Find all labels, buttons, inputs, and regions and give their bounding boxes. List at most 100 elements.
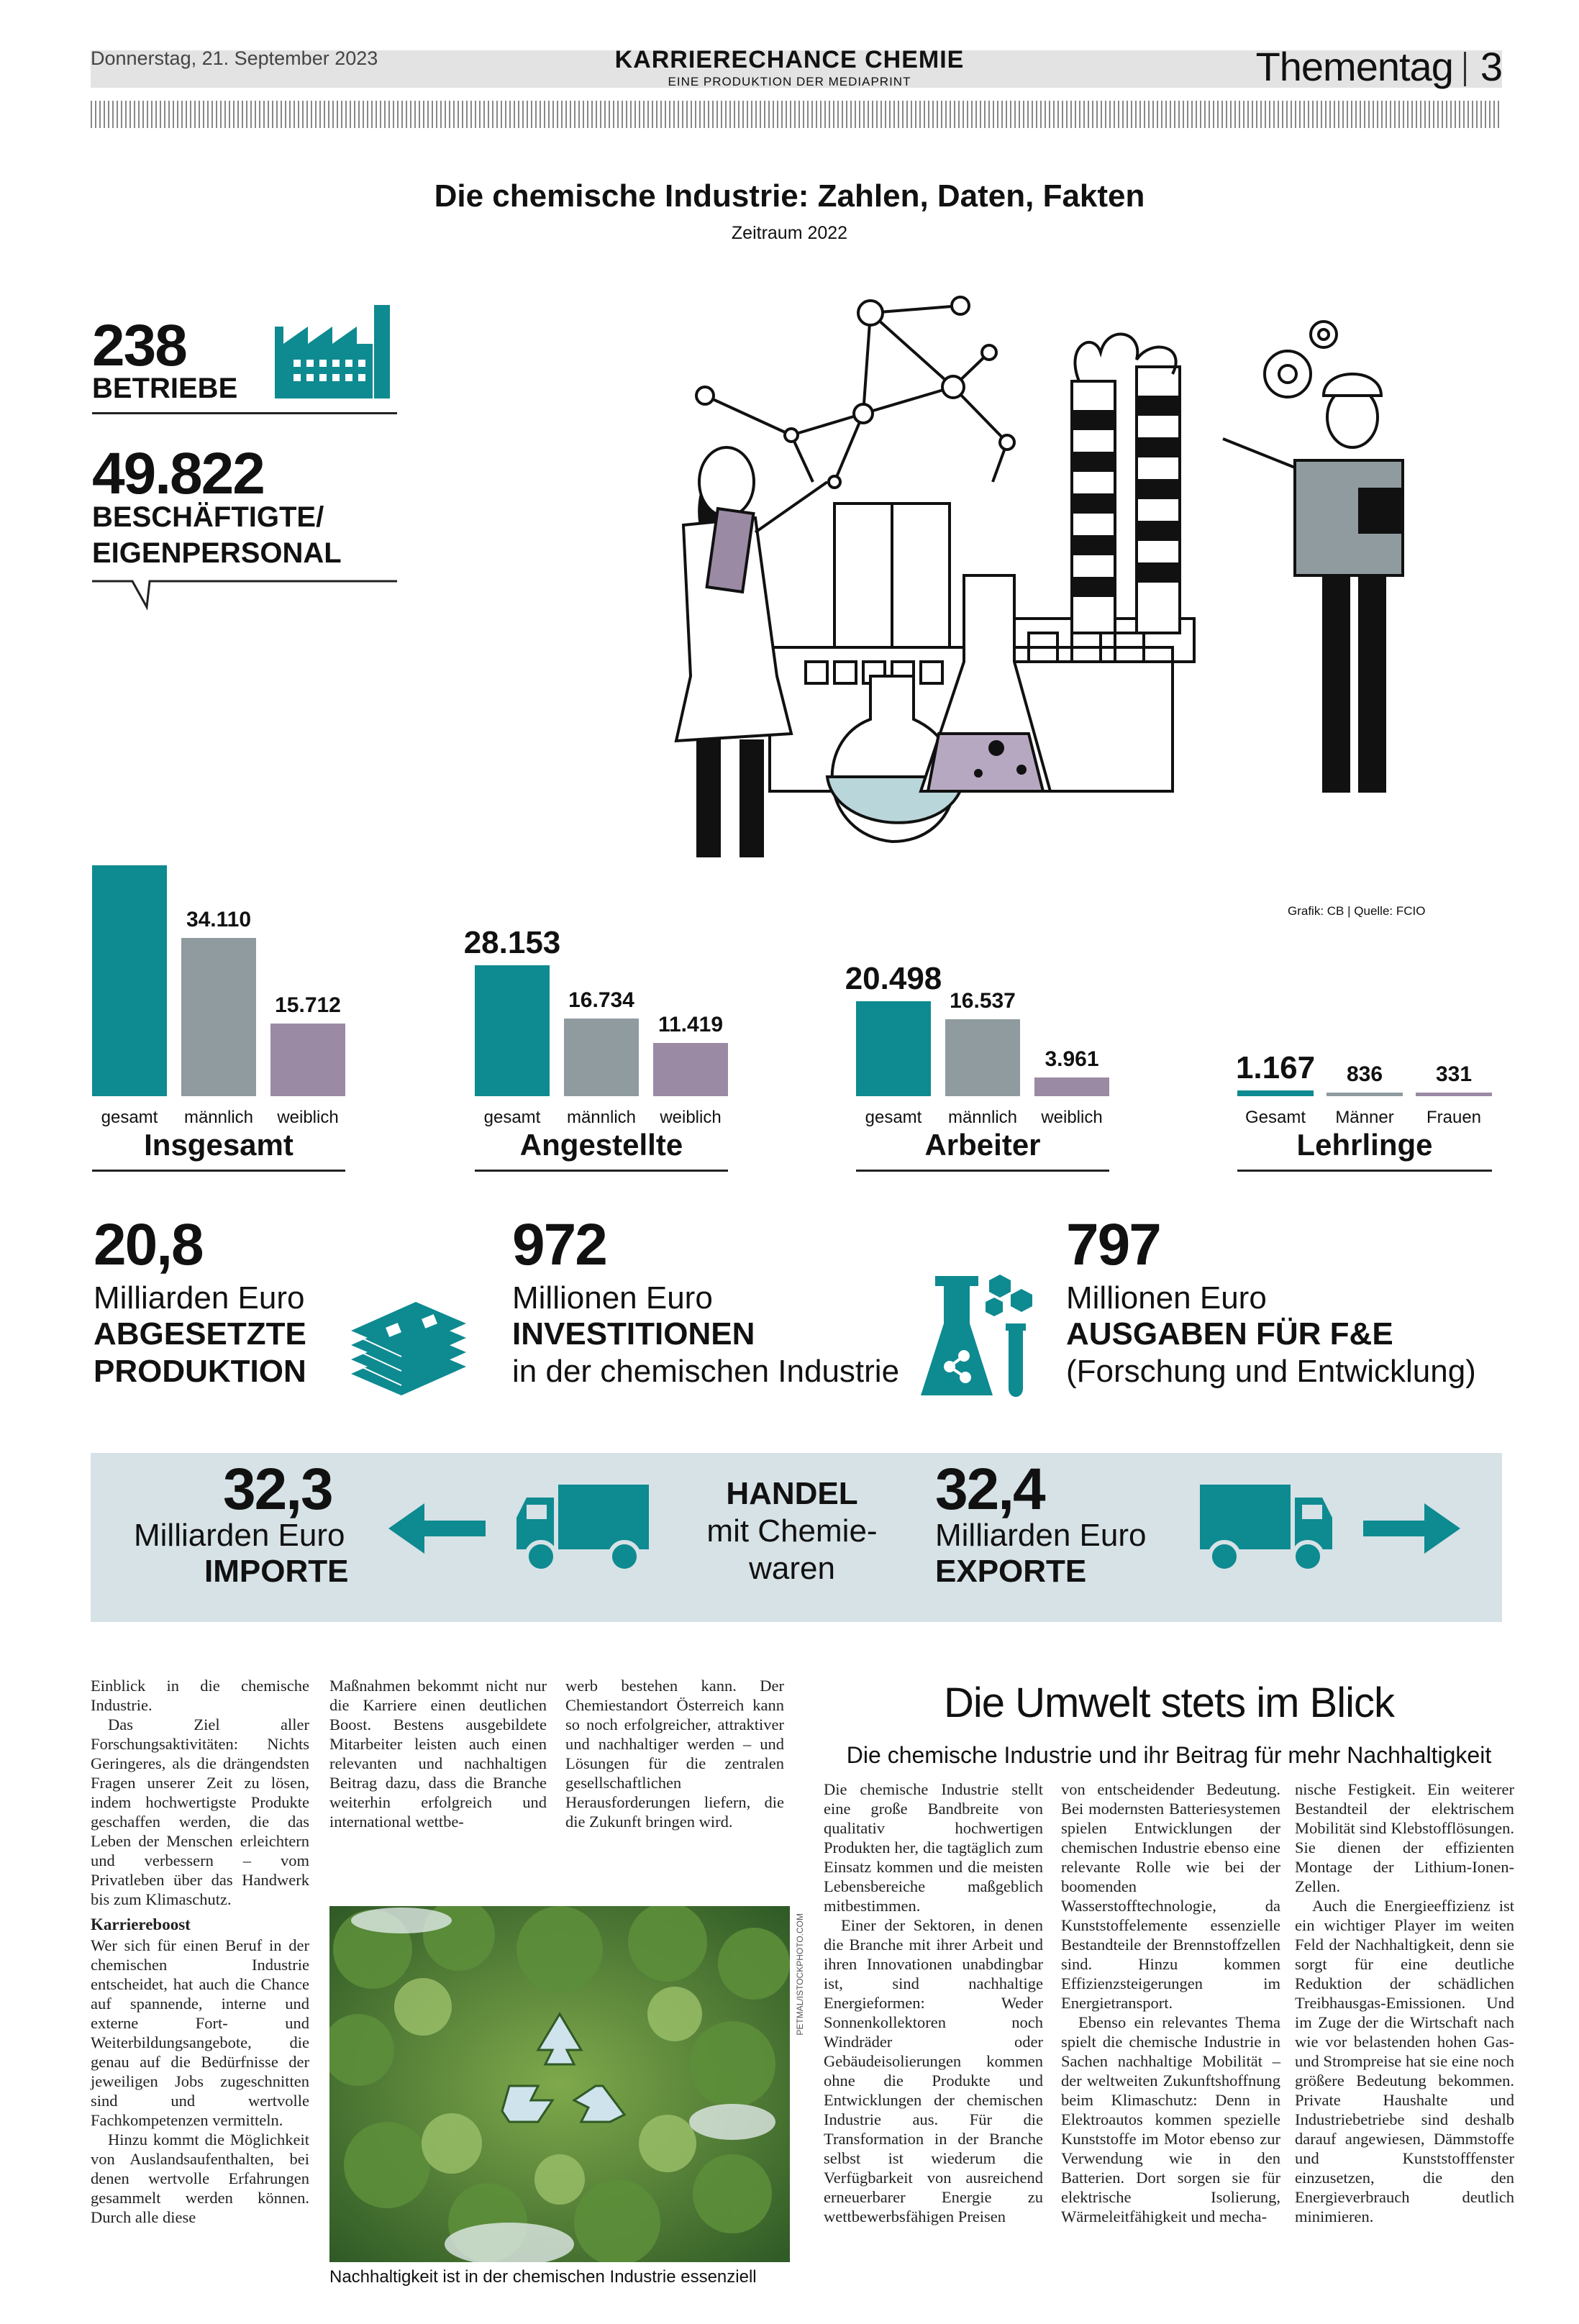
- bar-value-label: 34.110: [186, 907, 252, 931]
- bar-arbeiter-männlich: [945, 1019, 1020, 1096]
- investment-unit: Millionen Euro: [512, 1280, 713, 1316]
- paragraph: Maßnahmen bekommt nicht nur die Karriere…: [329, 1677, 547, 1831]
- bar-value-label: 331: [1435, 1062, 1473, 1086]
- article-right-col-2: von entscheidender Bedeutung. Bei modern…: [1061, 1780, 1280, 2226]
- lab-flask-icon: [921, 1275, 1032, 1397]
- group-rule: [1237, 1170, 1492, 1172]
- header-band: [91, 50, 1502, 88]
- bar-angestellte-männlich: [564, 1019, 639, 1096]
- bar-arbeiter-weiblich: [1034, 1077, 1109, 1096]
- exports-value: 32,4: [935, 1457, 1046, 1522]
- group-rule: [475, 1170, 728, 1172]
- employees-label-2: EIGENPERSONAL: [92, 537, 342, 569]
- article-left-col-1: Einblick in die chemische Industrie. Das…: [91, 1676, 309, 2227]
- group-title: Lehrlinge: [1296, 1128, 1433, 1162]
- bar-category-label: Frauen: [1426, 1108, 1482, 1127]
- bar-value-label: 836: [1346, 1062, 1383, 1086]
- photo-credit: PETMAL/ISTOCKPHOTO.COM: [795, 1913, 805, 2036]
- bar-category-label: weiblich: [1041, 1108, 1103, 1127]
- imports-unit: Milliarden Euro: [134, 1518, 345, 1553]
- employees-label-1: BESCHÄFTIGTE/: [92, 501, 324, 533]
- paragraph: nische Festigkeit. Ein weiterer Bestandt…: [1295, 1780, 1514, 1895]
- section-name: Thementag: [1255, 44, 1454, 89]
- bar-lehrlinge-gesamt: [1237, 1090, 1314, 1096]
- group-title: Insgesamt: [144, 1128, 293, 1162]
- bar-category-label: weiblich: [277, 1108, 339, 1127]
- header-separator: [1464, 52, 1466, 86]
- investment-label: INVESTITIONEN: [512, 1316, 755, 1352]
- paragraph: Einblick in die chemische Industrie.: [91, 1677, 309, 1714]
- group-title: Arbeiter: [924, 1128, 1041, 1162]
- article-subtitle: Die chemische Industrie und ihr Beitrag …: [846, 1742, 1492, 1768]
- graphic-credit: Grafik: CB | Quelle: FCIO: [1288, 904, 1426, 918]
- bar-category-label: gesamt: [865, 1108, 922, 1127]
- trade-center-title: HANDEL: [726, 1476, 858, 1511]
- production-label-2: PRODUKTION: [94, 1354, 306, 1389]
- bar-value-label: 16.734: [568, 988, 634, 1013]
- bar-category-label: männlich: [183, 1108, 254, 1127]
- infographic-title: Die chemische Industrie: Zahlen, Daten, …: [434, 178, 1145, 214]
- paragraph: Auch die Energieeffizienz ist ein wichti…: [1295, 1897, 1514, 2225]
- production-unit: Milliarden Euro: [94, 1280, 305, 1316]
- bar-value-label: 15.712: [275, 993, 341, 1017]
- investment-value: 972: [512, 1212, 608, 1277]
- supplement-title: KARRIERECHANCE CHEMIE: [614, 46, 965, 73]
- betriebe-label: BETRIEBE: [92, 373, 238, 404]
- factory-icon: [275, 305, 390, 398]
- rnd-unit: Millionen Euro: [1066, 1280, 1267, 1316]
- trade-center-line-1: mit Chemie-: [706, 1513, 878, 1549]
- rnd-label: AUSGABEN FÜR F&E: [1066, 1316, 1393, 1352]
- header-hatch-strip: [91, 101, 1502, 128]
- paragraph: Das Ziel aller Forschungsaktivitäten: Ni…: [91, 1715, 309, 1908]
- paragraph: Die chemische Industrie stellt eine groß…: [824, 1780, 1043, 1915]
- exports-label: EXPORTE: [935, 1554, 1087, 1589]
- paragraph: Einer der Sektoren, in denen die Branche…: [824, 1916, 1043, 2225]
- page-number: 3: [1480, 44, 1503, 89]
- money-stack-icon: [351, 1302, 466, 1395]
- rnd-note: (Forschung und Entwicklung): [1066, 1354, 1476, 1389]
- imports-value: 32,3: [223, 1457, 334, 1522]
- imports-label: IMPORTE: [204, 1554, 349, 1589]
- trade-center-line-2: waren: [749, 1551, 835, 1586]
- paragraph: Ebenso ein relevantes Thema spielt die c…: [1061, 2013, 1280, 2225]
- production-label-1: ABGESETZTE: [94, 1316, 306, 1352]
- arrow-right-icon: [1363, 1503, 1460, 1554]
- bar-value-label: 16.537: [950, 989, 1016, 1013]
- subheading: Karriereboost: [91, 1915, 191, 1933]
- recycling-forest-photo: [329, 1906, 790, 2262]
- infographic-period: Zeitraum 2022: [731, 223, 848, 243]
- chemistry-illustration: [674, 296, 1404, 857]
- bar-value-label: 28.153: [463, 925, 561, 961]
- bar-insgesamt-weiblich: [270, 1023, 345, 1096]
- arrow-left-icon: [388, 1503, 486, 1554]
- group-title: Angestellte: [519, 1128, 683, 1162]
- group-rule: [92, 1170, 345, 1172]
- bar-value-label: 11.419: [657, 1013, 724, 1037]
- betriebe-value: 238: [92, 313, 188, 378]
- article-title: Die Umwelt stets im Blick: [944, 1680, 1395, 1726]
- article-right-col-3: nische Festigkeit. Ein weiterer Bestandt…: [1295, 1780, 1514, 2226]
- investment-note: in der chemischen Industrie: [512, 1354, 900, 1389]
- bar-category-label: gesamt: [101, 1108, 158, 1127]
- bar-angestellte-weiblich: [653, 1043, 728, 1096]
- bar-category-label: Gesamt: [1244, 1108, 1306, 1127]
- rnd-value: 797: [1066, 1212, 1162, 1277]
- truck-right-icon: [1200, 1485, 1332, 1573]
- section-page: Thementag 3: [1255, 43, 1503, 90]
- issue-date: Donnerstag, 21. September 2023: [91, 47, 378, 69]
- production-value: 20,8: [94, 1212, 204, 1277]
- paragraph: Wer sich für einen Beruf in der chemisch…: [91, 1936, 309, 2129]
- article-left-col-3: werb bestehen kann. Der Chemiestandort Ö…: [565, 1676, 784, 1831]
- bar-lehrlinge-frauen: [1416, 1093, 1492, 1096]
- photo-caption: Nachhaltigkeit ist in der chemischen Ind…: [329, 2267, 757, 2287]
- article-right-col-1: Die chemische Industrie stellt eine groß…: [824, 1780, 1043, 2226]
- bar-value-label: 1.167: [1235, 1050, 1316, 1086]
- supplement-subtitle: EINE PRODUKTION DER MEDIAPRINT: [668, 75, 911, 88]
- paragraph: werb bestehen kann. Der Chemiestandort Ö…: [565, 1677, 784, 1831]
- paragraph: Hinzu kommt die Möglichkeit von Auslands…: [91, 2131, 309, 2226]
- bar-category-label: männlich: [566, 1108, 637, 1127]
- employees-value: 49.822: [92, 441, 265, 506]
- bar-insgesamt-gesamt: [92, 865, 167, 1096]
- group-rule: [856, 1170, 1109, 1172]
- betriebe-rule: [92, 412, 397, 414]
